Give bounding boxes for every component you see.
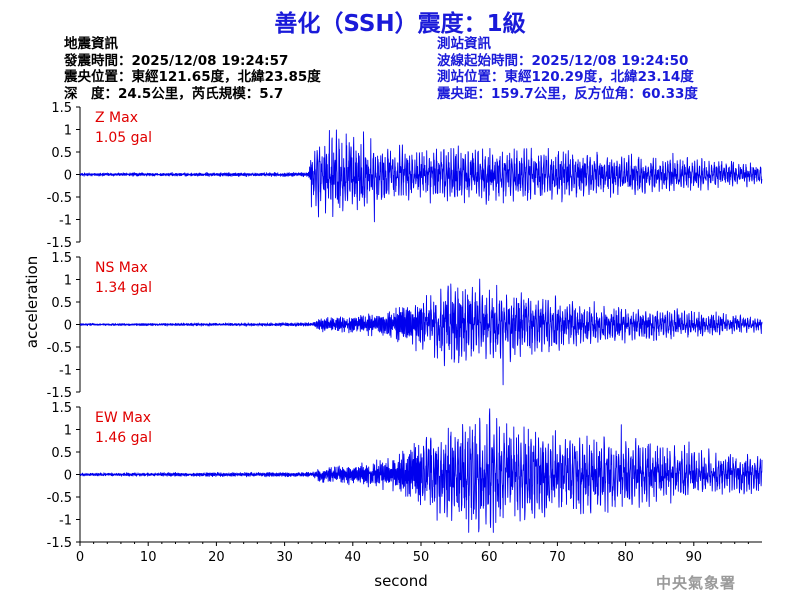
x-tick-label: 50 — [413, 550, 430, 565]
chart-title: 善化（SSH）震度：1級 — [274, 11, 526, 37]
y-axis-label: acceleration — [23, 256, 41, 348]
y-tick-label-z: 1 — [64, 124, 72, 139]
max-label-z: Z Max — [95, 110, 138, 126]
waveform-z — [79, 129, 763, 223]
epicentral-distance-azimuth: 震央距：159.7公里，反方位角：60.33度 — [437, 85, 698, 102]
y-tick-label-ew: 1 — [64, 424, 72, 439]
y-tick-label-ns: 1.5 — [51, 251, 72, 266]
earthquake-info: 地震資訊 發震時間：2025/12/08 19:24:57 震央位置：東經121… — [64, 36, 321, 102]
y-tick-label-ns: -0.5 — [47, 341, 72, 356]
x-tick-label: 0 — [76, 550, 84, 565]
x-tick-label: 40 — [345, 550, 362, 565]
earthquake-info-heading: 地震資訊 — [64, 36, 118, 52]
x-tick-label: 30 — [276, 550, 293, 565]
x-axis-label: second — [374, 572, 428, 590]
x-tick-label: 10 — [140, 550, 157, 565]
y-tick-label-ew: 0.5 — [51, 446, 72, 461]
station-info-heading: 測站資訊 — [437, 36, 491, 52]
max-value-ns: 1.34 gal — [95, 280, 152, 296]
x-tick-label: 70 — [549, 550, 566, 565]
waveform-ns — [79, 278, 763, 386]
max-value-ew: 1.46 gal — [95, 430, 152, 446]
max-label-ns: NS Max — [95, 260, 148, 276]
y-tick-label-ew: 0 — [64, 469, 72, 484]
y-tick-label-ns: 1 — [64, 274, 72, 289]
y-tick-label-ew: -1 — [59, 514, 72, 529]
y-tick-label-z: -1 — [59, 214, 72, 229]
y-tick-label-z: -0.5 — [47, 191, 72, 206]
y-tick-label-ns: -1.5 — [47, 386, 72, 401]
epicenter-location: 震央位置：東經121.65度，北緯23.85度 — [64, 69, 321, 85]
y-tick-label-ew: 1.5 — [51, 401, 72, 416]
x-tick-label: 60 — [481, 550, 498, 565]
origin-time: 發震時間：2025/12/08 19:24:57 — [64, 52, 289, 69]
x-tick-label: 20 — [208, 550, 225, 565]
max-label-ew: EW Max — [95, 410, 151, 426]
y-tick-label-z: 0.5 — [51, 146, 72, 161]
y-tick-label-z: 1.5 — [51, 101, 72, 116]
agency-logo-text: 中央氣象署 — [656, 574, 737, 592]
waveform-ew — [79, 408, 763, 533]
depth-magnitude: 深 度：24.5公里，芮氏規模：5.7 — [64, 85, 284, 102]
x-tick-label: 80 — [617, 550, 634, 565]
y-tick-label-ns: -1 — [59, 364, 72, 379]
x-tick-label: 90 — [686, 550, 703, 565]
y-tick-label-ns: 0.5 — [51, 296, 72, 311]
waveform-start-time: 波線起始時間：2025/12/08 19:24:50 — [437, 52, 689, 69]
y-tick-label-ew: -0.5 — [47, 491, 72, 506]
max-value-z: 1.05 gal — [95, 130, 152, 146]
station-info: 測站資訊 波線起始時間：2025/12/08 19:24:50 測站位置：東經1… — [437, 36, 698, 102]
y-tick-label-ns: 0 — [64, 319, 72, 334]
y-tick-label-ew: -1.5 — [47, 536, 72, 551]
y-tick-label-z: -1.5 — [47, 236, 72, 251]
station-location: 測站位置：東經120.29度，北緯23.14度 — [437, 69, 694, 85]
y-tick-label-z: 0 — [64, 169, 72, 184]
